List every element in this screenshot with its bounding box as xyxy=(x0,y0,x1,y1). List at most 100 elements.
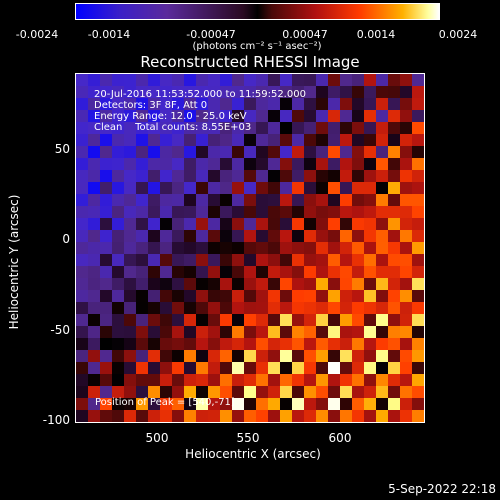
image-pixel xyxy=(388,254,400,266)
image-pixel xyxy=(256,158,268,170)
image-pixel xyxy=(268,410,280,422)
image-pixel xyxy=(100,122,112,134)
image-pixel xyxy=(184,278,196,290)
image-pixel xyxy=(124,362,136,374)
image-pixel xyxy=(184,350,196,362)
image-pixel xyxy=(256,74,268,86)
image-pixel xyxy=(184,146,196,158)
image-pixel xyxy=(388,398,400,410)
image-pixel xyxy=(160,278,172,290)
image-pixel xyxy=(400,134,412,146)
image-pixel xyxy=(172,110,184,122)
image-pixel xyxy=(196,86,208,98)
image-pixel xyxy=(400,338,412,350)
image-pixel xyxy=(112,314,124,326)
image-pixel xyxy=(160,386,172,398)
image-pixel xyxy=(268,338,280,350)
image-pixel xyxy=(136,122,148,134)
image-pixel xyxy=(376,170,388,182)
image-pixel xyxy=(184,314,196,326)
image-pixel xyxy=(352,266,364,278)
image-pixel xyxy=(196,182,208,194)
image-pixel xyxy=(112,170,124,182)
image-pixel xyxy=(292,278,304,290)
image-pixel xyxy=(136,410,148,422)
image-pixel xyxy=(100,110,112,122)
image-pixel xyxy=(112,350,124,362)
image-pixel xyxy=(88,182,100,194)
image-pixel xyxy=(352,230,364,242)
image-pixel xyxy=(244,350,256,362)
image-pixel xyxy=(112,182,124,194)
image-pixel xyxy=(304,242,316,254)
image-pixel xyxy=(184,218,196,230)
image-pixel xyxy=(112,362,124,374)
image-pixel xyxy=(220,206,232,218)
image-pixel xyxy=(352,158,364,170)
image-pixel xyxy=(220,266,232,278)
image-pixel xyxy=(124,338,136,350)
image-pixel xyxy=(160,86,172,98)
image-pixel xyxy=(172,86,184,98)
image-pixel xyxy=(244,158,256,170)
image-pixel xyxy=(172,182,184,194)
image-pixel xyxy=(208,218,220,230)
image-pixel xyxy=(352,362,364,374)
image-pixel xyxy=(364,350,376,362)
image-pixel xyxy=(400,74,412,86)
image-pixel xyxy=(148,230,160,242)
image-pixel xyxy=(232,146,244,158)
image-pixel xyxy=(412,110,424,122)
image-pixel xyxy=(232,242,244,254)
image-pixel xyxy=(400,374,412,386)
image-pixel xyxy=(316,290,328,302)
image-pixel xyxy=(388,134,400,146)
image-pixel xyxy=(304,278,316,290)
image-pixel xyxy=(280,410,292,422)
image-pixel xyxy=(364,374,376,386)
image-pixel xyxy=(148,362,160,374)
image-pixel xyxy=(280,302,292,314)
image-pixel xyxy=(280,290,292,302)
image-pixel xyxy=(352,290,364,302)
image-pixel xyxy=(208,110,220,122)
image-pixel xyxy=(148,374,160,386)
image-pixel xyxy=(136,374,148,386)
image-pixel xyxy=(244,374,256,386)
image-pixel xyxy=(388,110,400,122)
image-pixel xyxy=(184,86,196,98)
image-pixel xyxy=(340,242,352,254)
image-pixel xyxy=(328,266,340,278)
image-pixel xyxy=(208,410,220,422)
image-pixel xyxy=(268,218,280,230)
image-pixel xyxy=(208,314,220,326)
image-pixel xyxy=(364,290,376,302)
image-pixel xyxy=(148,386,160,398)
image-pixel xyxy=(112,290,124,302)
image-pixel xyxy=(184,134,196,146)
image-canvas xyxy=(76,74,424,422)
image-pixel xyxy=(352,98,364,110)
image-pixel xyxy=(400,266,412,278)
image-pixel xyxy=(112,86,124,98)
image-pixel xyxy=(376,182,388,194)
image-pixel xyxy=(184,398,196,410)
image-pixel xyxy=(172,278,184,290)
image-pixel xyxy=(172,74,184,86)
image-pixel xyxy=(328,122,340,134)
image-pixel xyxy=(160,398,172,410)
image-pixel xyxy=(88,134,100,146)
image-pixel xyxy=(388,386,400,398)
image-pixel xyxy=(388,146,400,158)
image-pixel xyxy=(304,134,316,146)
image-pixel xyxy=(172,146,184,158)
image-pixel xyxy=(100,182,112,194)
image-pixel xyxy=(100,386,112,398)
image-pixel xyxy=(196,218,208,230)
x-tick-label: 600 xyxy=(328,431,352,445)
image-pixel xyxy=(148,146,160,158)
image-pixel xyxy=(148,254,160,266)
image-pixel xyxy=(256,122,268,134)
image-pixel xyxy=(208,386,220,398)
image-pixel xyxy=(124,326,136,338)
